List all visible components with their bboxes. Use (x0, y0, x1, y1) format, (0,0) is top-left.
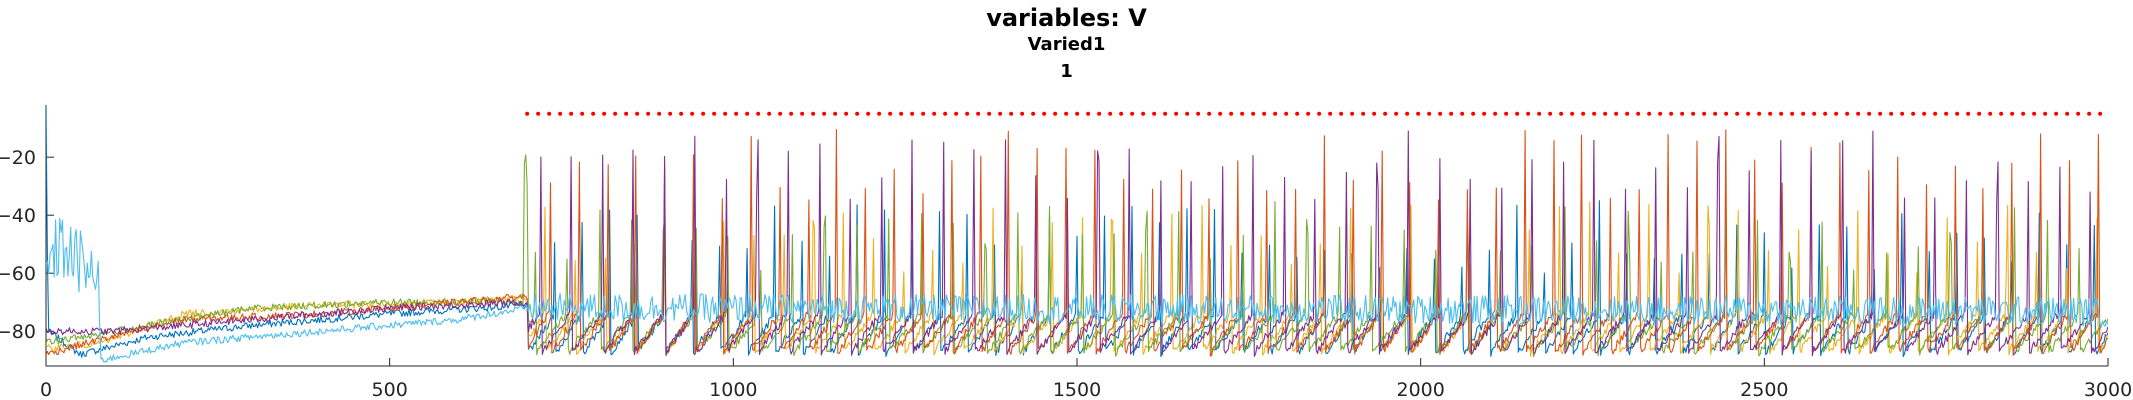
chart-subtitle: Varied1 (1027, 34, 1106, 55)
series-line (46, 104, 2108, 358)
x-tick-label: 2500 (1740, 379, 1788, 400)
y-tick-label: −60 (0, 263, 36, 285)
x-tick-label: 0 (40, 379, 52, 400)
x-tick-label: 500 (372, 379, 408, 400)
y-tick-label: −40 (0, 205, 36, 227)
y-tick-label: −80 (0, 321, 36, 343)
x-tick-label: 1500 (1053, 379, 1101, 400)
series-line (46, 217, 2108, 363)
series-line (46, 154, 2108, 358)
chart-title: variables: V (986, 4, 1147, 32)
series-line (46, 130, 2108, 357)
chart-subtitle-2: 1 (1060, 61, 1073, 82)
x-tick-label: 2000 (1396, 379, 1444, 400)
y-tick-label: −20 (0, 147, 36, 169)
x-tick-label: 3000 (2084, 379, 2132, 400)
x-tick-label: 1000 (709, 379, 757, 400)
series-group (46, 104, 2108, 363)
